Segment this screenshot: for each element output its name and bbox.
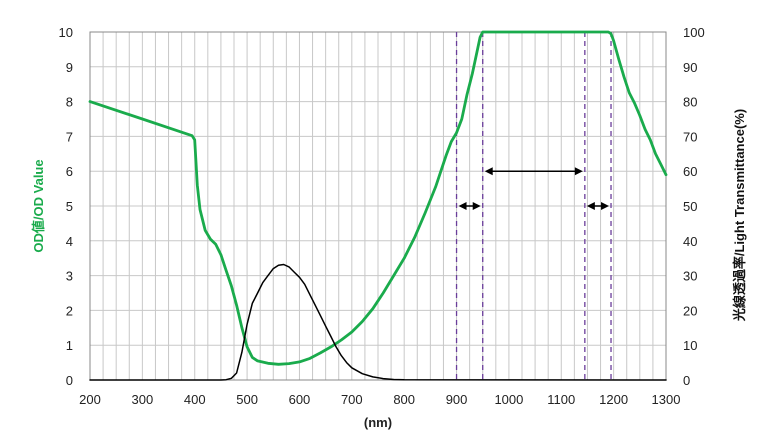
x-tick-label: 500 [236,392,258,407]
y-right-tick-label: 10 [683,338,697,353]
arrow-head-left [458,202,467,210]
x-tick-label: 1000 [494,392,523,407]
x-tick-labels: 200 300 400 500 600 700 800 900 1000 1100 1200 1300 [79,392,680,407]
x-tick-label: 900 [446,392,468,407]
x-tick-label: 1300 [652,392,681,407]
y-left-tick-label: 1 [66,338,73,353]
x-axis-label: (nm) [364,415,392,430]
x-tick-label: 400 [184,392,206,407]
y-right-tick-label: 20 [683,303,697,318]
series-lines [88,30,668,381]
vertical-markers [455,32,612,380]
y-left-tick-labels: 0 1 2 3 4 5 6 7 8 9 10 [59,25,73,388]
y-left-tick-label: 3 [66,269,73,284]
arrow-head-right [601,202,610,210]
y-left-tick-label: 0 [66,373,73,388]
transmittance-series-line [89,263,667,381]
y-left-tick-label: 10 [59,25,73,40]
arrow-head-left [484,167,493,176]
y-left-tick-label: 7 [66,129,73,144]
y-left-tick-label: 6 [66,164,73,179]
y-right-tick-label: 80 [683,95,697,110]
x-tick-label: 1200 [599,392,628,407]
double-arrows [458,167,610,210]
y-left-tick-label: 9 [66,60,73,75]
arrow-head-right [574,167,583,176]
y-left-tick-label: 5 [66,199,73,214]
y-right-tick-label: 70 [683,129,697,144]
x-tick-label: 1100 [547,392,575,407]
y-left-tick-label: 4 [66,234,73,249]
y-left-tick-label: 8 [66,95,73,110]
x-tick-label: 200 [79,392,101,407]
arrow-head-left [586,202,595,210]
x-tick-label: 300 [132,392,154,407]
arrow-head-right [472,202,481,210]
y-right-tick-label: 50 [683,199,697,214]
y-right-tick-label: 30 [683,269,697,284]
x-tick-label: 700 [341,392,363,407]
y-right-axis-label: 光線透過率/Light Transmittance(%) [732,109,747,322]
y-right-tick-label: 0 [683,373,690,388]
y-right-tick-label: 100 [683,25,705,40]
plot-frame [89,31,667,381]
x-tick-label: 800 [393,392,415,407]
y-right-tick-label: 90 [683,60,697,75]
x-tick-label: 600 [289,392,311,407]
y-right-tick-labels: 0 10 20 30 40 50 60 70 80 90 100 [683,25,705,388]
od-series-line [88,30,668,366]
y-right-tick-label: 60 [683,164,697,179]
grid [90,32,666,380]
y-left-axis-label: OD値/OD Value [31,159,46,252]
y-right-tick-label: 40 [683,234,697,249]
y-left-tick-label: 2 [66,303,73,318]
